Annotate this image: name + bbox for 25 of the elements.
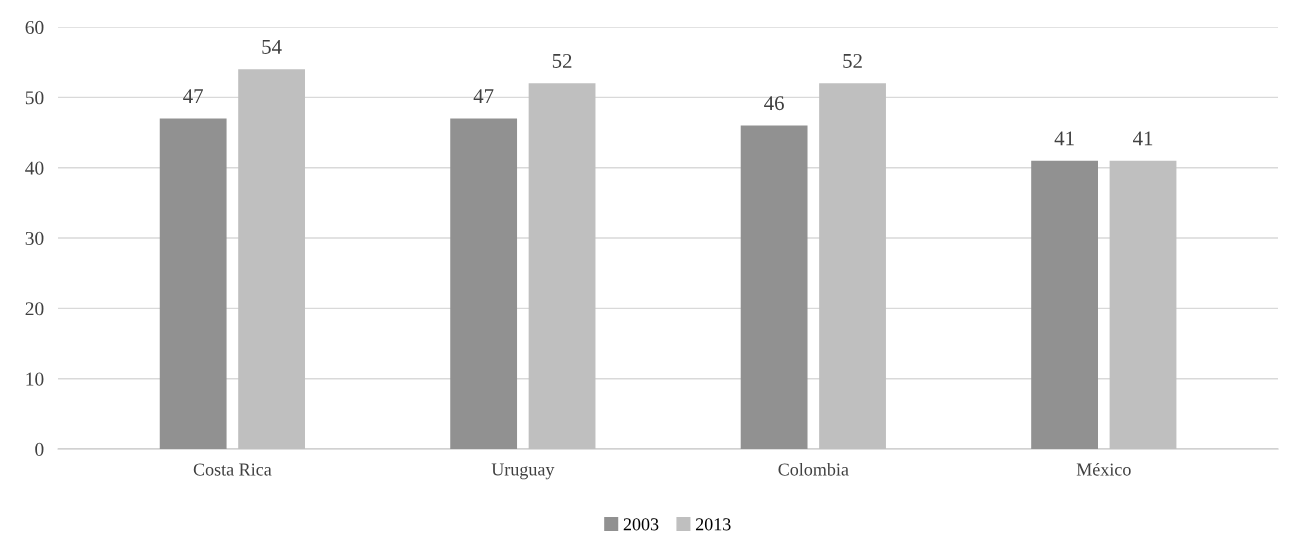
data-label: 52 (552, 53, 572, 68)
x-tick-label: Costa Rica (193, 463, 272, 476)
bar (740, 125, 808, 450)
data-label: 52 (843, 53, 862, 68)
legend-label: 2003 (623, 518, 659, 531)
data-label: 41 (1133, 131, 1153, 146)
bar (1031, 160, 1098, 450)
data-label: 47 (473, 89, 494, 103)
y-tick-label: 40 (25, 161, 44, 175)
legend-label: 2013 (695, 518, 731, 531)
data-label: 41 (1054, 131, 1074, 146)
bar (159, 118, 227, 450)
x-tick-label: Uruguay (491, 463, 555, 480)
x-tick-label: México (1076, 462, 1131, 476)
bar (450, 118, 518, 450)
y-tick-label: 20 (25, 302, 44, 316)
x-tick-label: Colombia (778, 462, 849, 476)
y-tick-label: 50 (25, 91, 44, 105)
y-tick-label: 30 (25, 231, 44, 245)
data-label: 54 (262, 39, 282, 54)
y-tick-label: 60 (25, 20, 44, 34)
y-tick-label: 10 (26, 372, 44, 386)
y-tick-label: 0 (35, 442, 44, 456)
data-label: 47 (183, 89, 203, 103)
data-label: 46 (764, 96, 784, 111)
